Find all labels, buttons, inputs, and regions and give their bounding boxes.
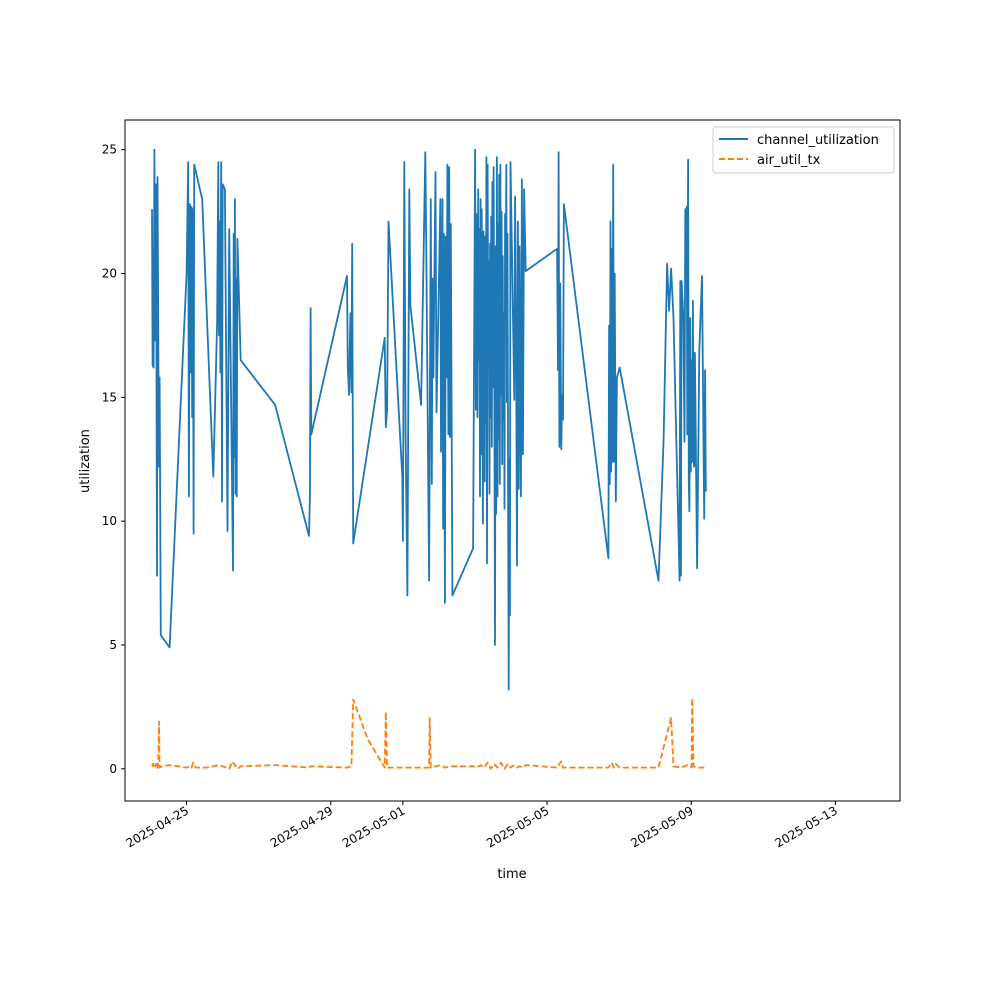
plot-frame bbox=[124, 119, 901, 802]
legend: channel_utilization air_util_tx bbox=[712, 126, 895, 174]
y-ticks: 0 5 10 15 20 25 bbox=[102, 143, 125, 776]
x-axis-label: time bbox=[497, 867, 526, 882]
y-tick-label: 15 bbox=[102, 390, 117, 404]
y-axis-label: utilization bbox=[78, 429, 93, 493]
legend-label-air-util-tx: air_util_tx bbox=[757, 153, 821, 168]
y-tick-label: 0 bbox=[109, 762, 117, 776]
series-line-air-util-tx bbox=[151, 697, 706, 770]
y-tick-label: 25 bbox=[102, 143, 117, 157]
y-tick-label: 10 bbox=[102, 514, 117, 528]
legend-box bbox=[712, 126, 895, 174]
y-tick-label: 20 bbox=[102, 267, 117, 281]
plot-area bbox=[151, 148, 707, 770]
series-line-channel-utilization bbox=[151, 148, 707, 691]
y-tick-label: 5 bbox=[109, 638, 117, 652]
legend-label-channel-utilization: channel_utilization bbox=[757, 133, 879, 148]
